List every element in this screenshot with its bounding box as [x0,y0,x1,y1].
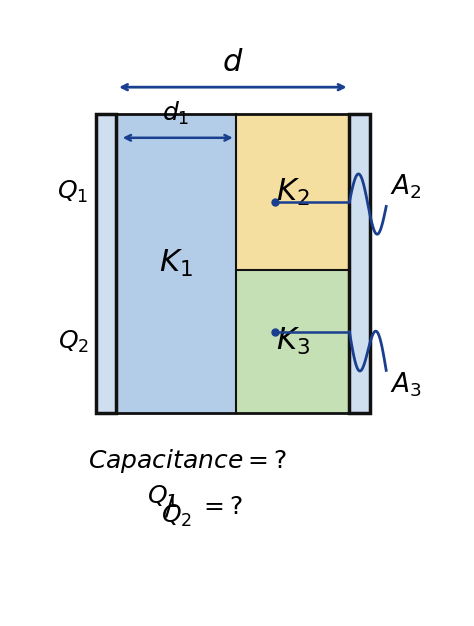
Text: $K_2$: $K_2$ [276,177,309,208]
Bar [116,114,349,413]
Text: $d_1$: $d_1$ [162,100,190,127]
Text: $Q_1$: $Q_1$ [146,484,178,510]
Text: $K_1$: $K_1$ [159,247,193,279]
Text: $A_2$: $A_2$ [390,173,421,202]
Text: $d$: $d$ [222,48,244,76]
Bar [236,270,349,413]
Text: $Q_2$: $Q_2$ [161,503,192,529]
Bar [236,114,349,270]
Bar [116,114,236,413]
Bar [349,114,370,413]
Text: /: / [165,493,174,521]
Text: $Capacitance = ?$: $Capacitance = ?$ [88,447,287,475]
Text: $K_3$: $K_3$ [275,326,310,357]
Bar [96,114,116,413]
Text: $= ?$: $= ?$ [199,495,243,518]
Text: $Q_2$: $Q_2$ [57,328,89,354]
Text: $A_3$: $A_3$ [390,371,421,399]
Text: $Q_1$: $Q_1$ [57,179,89,205]
